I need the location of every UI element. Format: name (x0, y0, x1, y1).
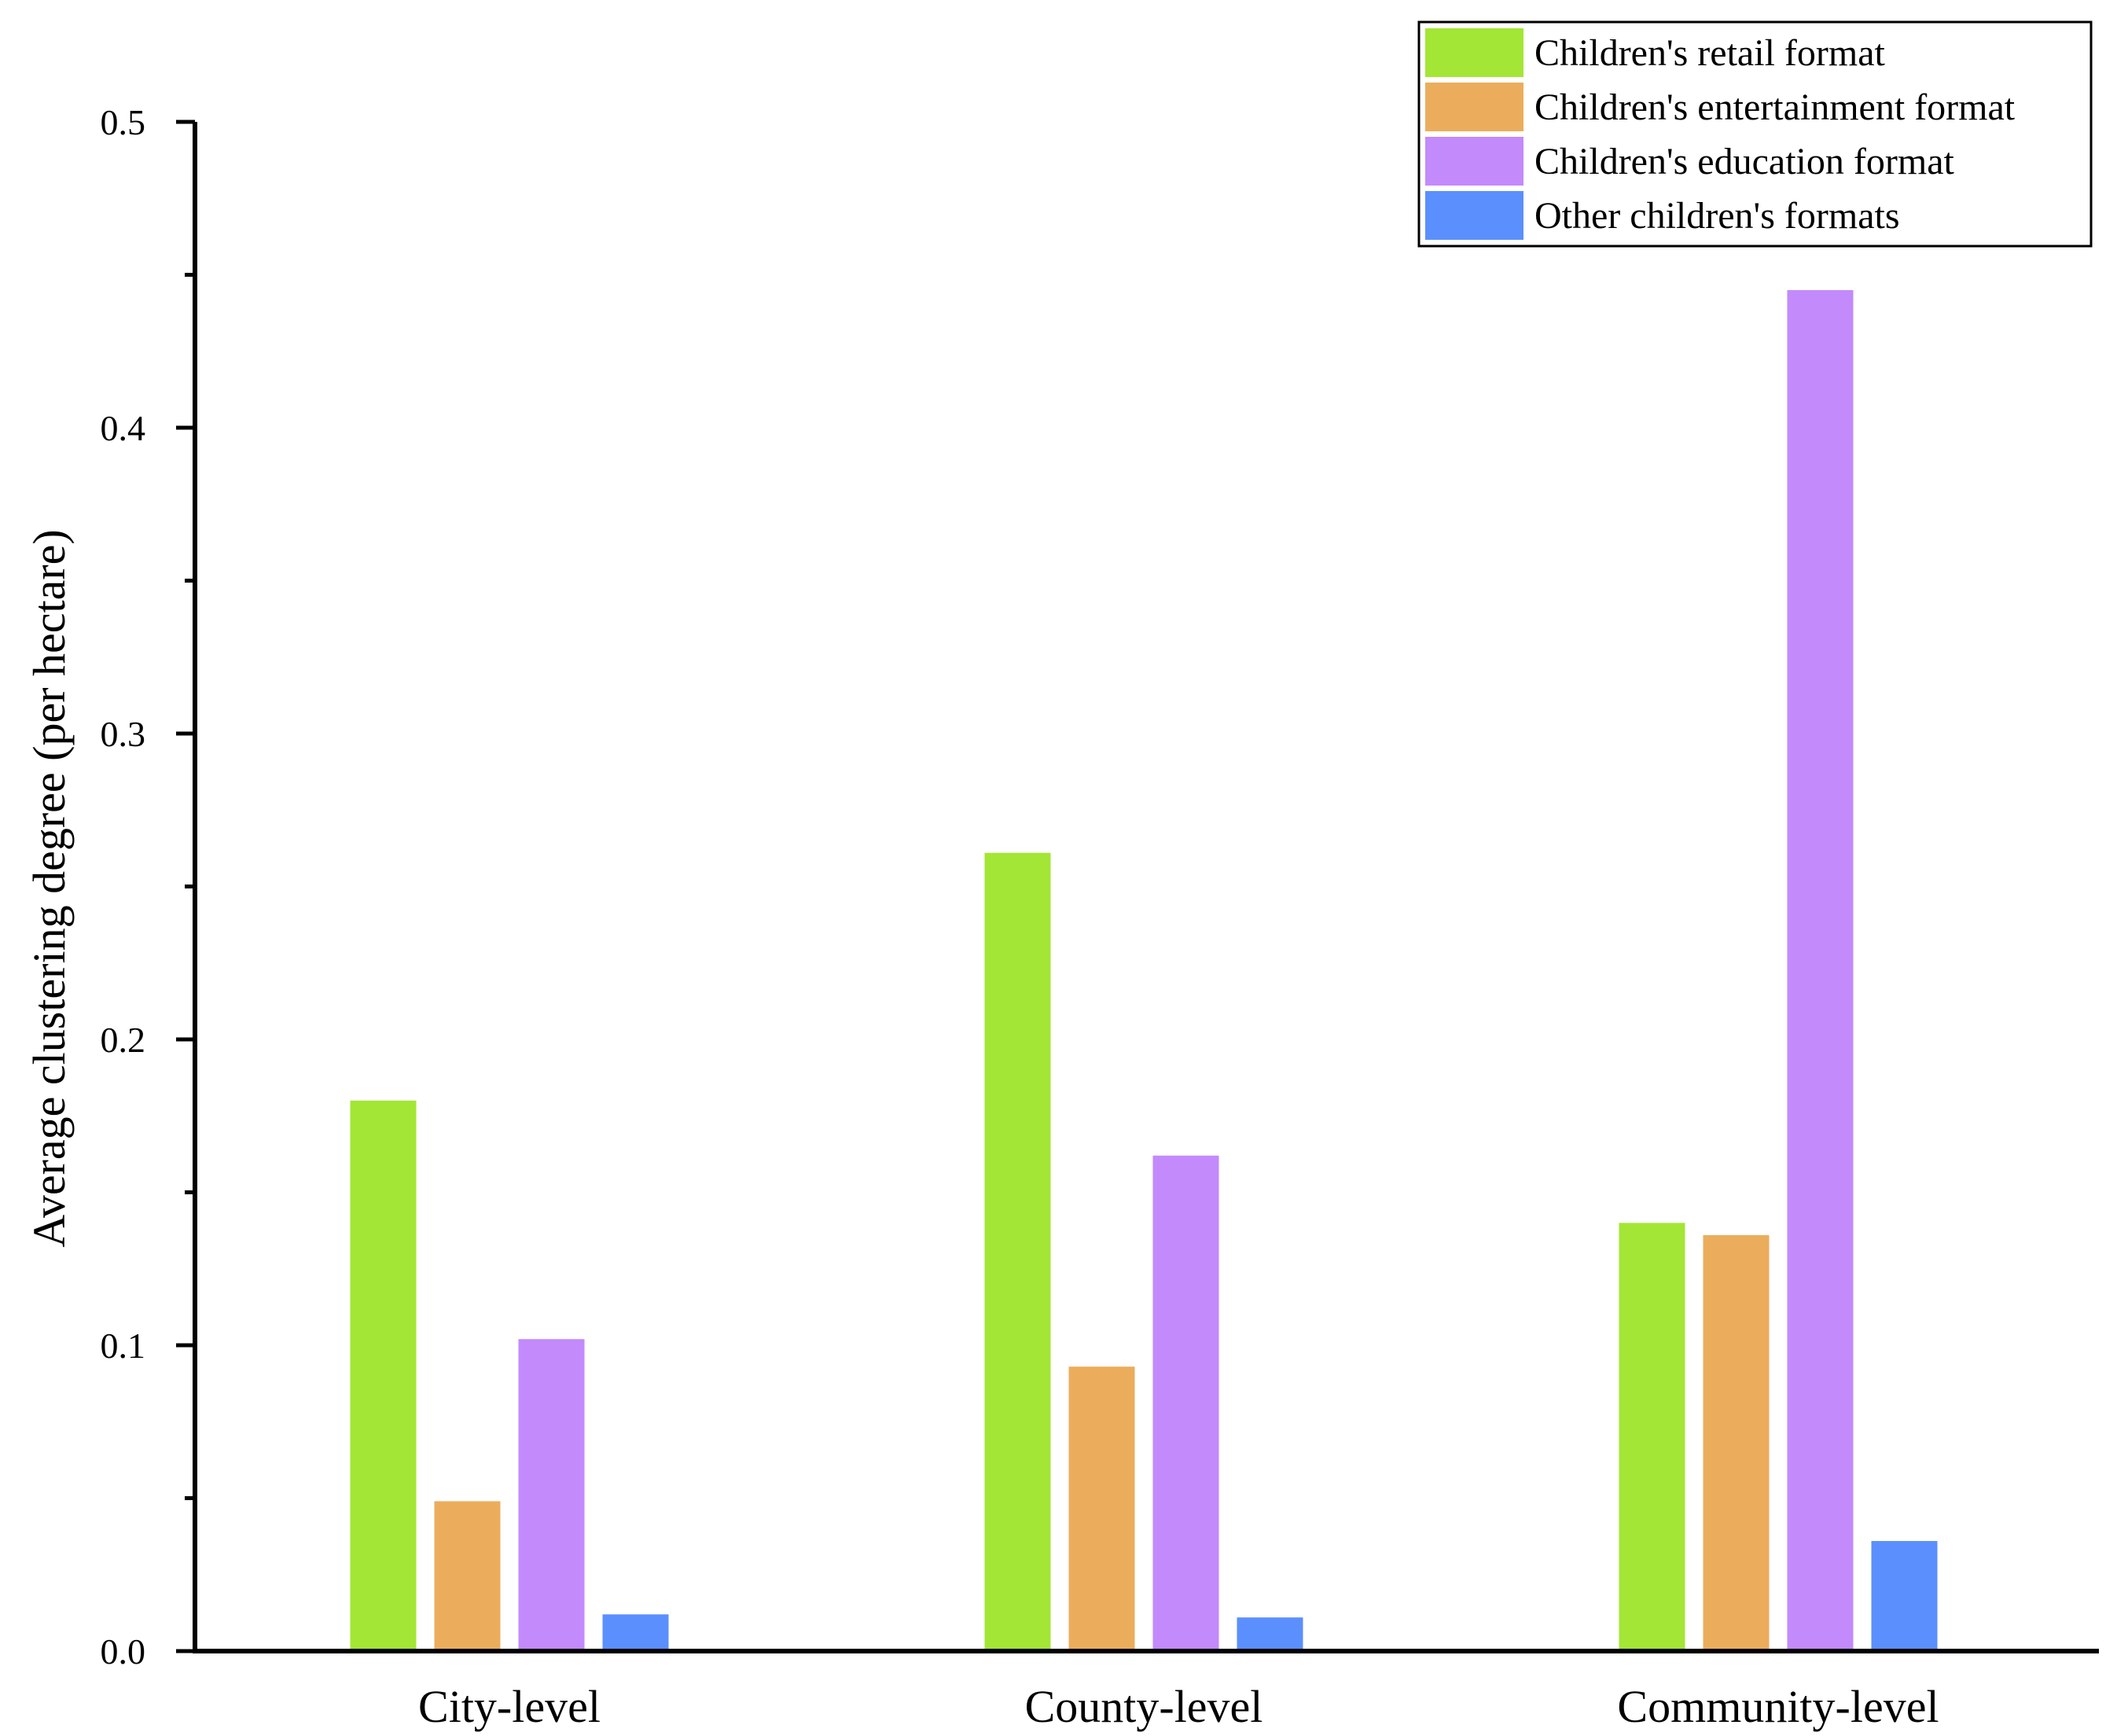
y-tick-label: 0.3 (101, 714, 146, 754)
x-tick-label: County-level (1025, 1681, 1263, 1732)
bar-county-level-series-1 (984, 852, 1051, 1651)
axes-group: City-level County-level Community-level 0.0… (24, 102, 2099, 1732)
y-axis-title: Average clustering degree (per hectare) (24, 529, 75, 1247)
bar-county-level-series-2 (1068, 1366, 1135, 1651)
legend-swatch (1425, 28, 1523, 77)
legend-swatch (1425, 83, 1523, 131)
bar-community-level-series-2 (1703, 1235, 1770, 1651)
y-tick-label: 0.4 (101, 408, 146, 448)
y-tick-label: 0.1 (101, 1326, 146, 1366)
legend: Children's retail format Children's enter… (1417, 20, 2093, 248)
legend-swatch (1425, 191, 1523, 240)
bar-county-level-series-4 (1237, 1617, 1303, 1651)
bar-community-level-series-4 (1871, 1541, 1938, 1651)
bar-city-level-series-4 (602, 1614, 669, 1651)
y-tick-label: 0.5 (101, 102, 146, 142)
x-tick-label: Community-level (1617, 1681, 1939, 1732)
bar-community-level-series-1 (1619, 1223, 1685, 1651)
bars-group (350, 290, 1938, 1651)
legend-label: Other children's formats (1534, 195, 1900, 237)
y-tick-label: 0.2 (101, 1020, 146, 1060)
bar-county-level-series-3 (1152, 1155, 1219, 1651)
bar-city-level-series-1 (350, 1100, 417, 1651)
x-tick-label: City-level (418, 1681, 601, 1732)
bar-city-level-series-2 (434, 1501, 501, 1651)
y-tick-label: 0.0 (101, 1631, 146, 1672)
legend-label: Children's retail format (1534, 32, 1886, 74)
legend-swatch (1425, 137, 1523, 186)
legend-label: Children's entertainment format (1534, 86, 2016, 128)
legend-box (1417, 20, 2093, 248)
bar-community-level-series-3 (1787, 290, 1854, 1651)
legend-label: Children's education format (1534, 141, 1955, 182)
bar-city-level-series-3 (518, 1339, 585, 1651)
